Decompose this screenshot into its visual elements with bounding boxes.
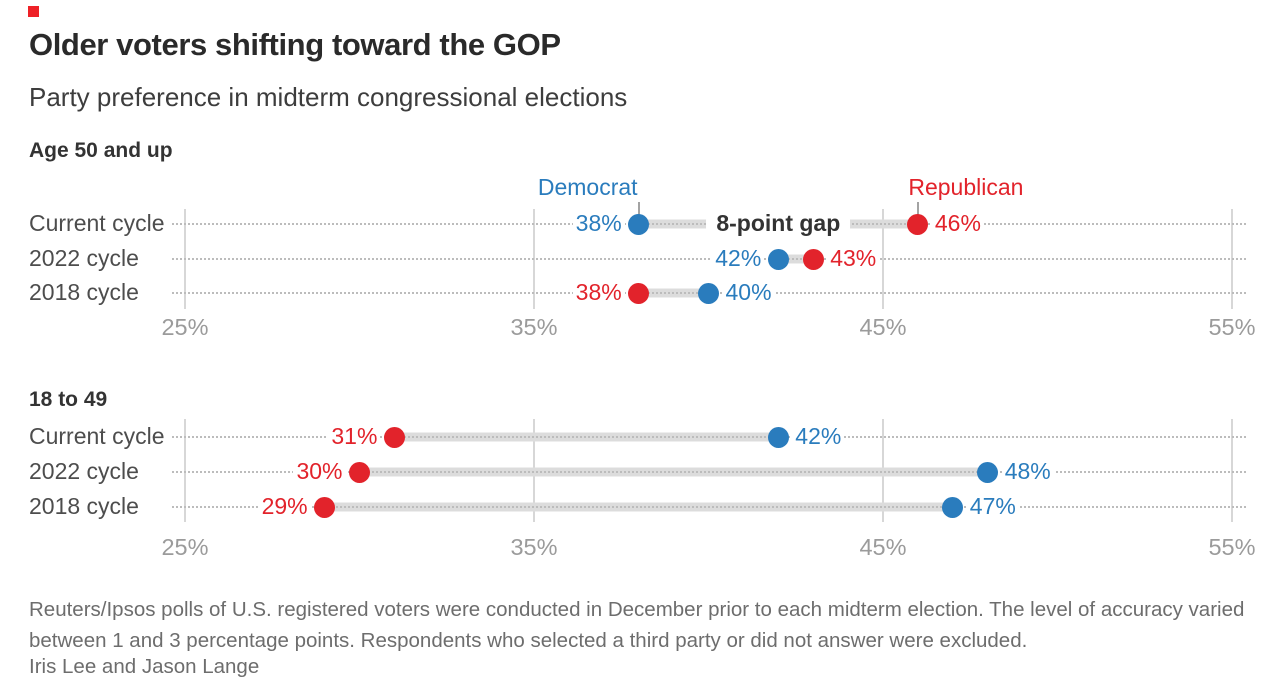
democrat-value-label: 42% [712, 244, 765, 272]
democrat-value-label: 38% [572, 209, 625, 237]
row-leader-line [172, 506, 1246, 508]
x-gridline [1231, 419, 1233, 522]
democrat-dot [942, 496, 964, 518]
republican-value-label: 46% [931, 209, 984, 237]
x-axis-tick-label: 35% [510, 534, 558, 560]
republican-value-label: 30% [293, 457, 346, 485]
row-label: 2018 cycle [29, 492, 145, 520]
page-title: Older voters shifting toward the GOP [29, 27, 561, 62]
republican-value-label: 43% [827, 244, 880, 272]
republican-dot [314, 496, 336, 518]
republican-value-label: 38% [572, 278, 625, 306]
row-leader-line [172, 436, 1246, 438]
democrat-value-label: 48% [1001, 457, 1054, 485]
row-label: Current cycle [29, 422, 171, 450]
x-gridline [184, 419, 186, 522]
row-leader-line [172, 258, 1246, 260]
page-subtitle: Party preference in midterm congressiona… [29, 82, 628, 112]
democrat-value-label: 47% [966, 492, 1019, 520]
byline: Iris Lee and Jason Lange [29, 655, 260, 678]
legend-label-republican: Republican [908, 174, 1024, 200]
x-axis-tick-label: 55% [1208, 314, 1256, 340]
row-label: 2022 cycle [29, 244, 145, 272]
legend-pointer-democrat [637, 202, 640, 215]
reuters-logo-mark [28, 6, 39, 17]
chart-heading-18-to-49: 18 to 49 [29, 388, 108, 411]
republican-dot [802, 248, 824, 270]
democrat-dot [767, 248, 789, 270]
x-axis-tick-label: 25% [161, 534, 209, 560]
democrat-value-label: 40% [722, 278, 775, 306]
democrat-value-label: 42% [792, 422, 845, 450]
legend-pointer-republican [916, 202, 919, 215]
legend-label-democrat: Democrat [537, 174, 638, 200]
republican-dot [907, 213, 929, 235]
democrat-dot [767, 426, 789, 448]
democrat-dot [698, 282, 719, 304]
row-leader-line [172, 471, 1246, 473]
row-label: 2022 cycle [29, 457, 145, 485]
x-axis-tick-label: 35% [510, 314, 558, 340]
x-axis-tick-label: 45% [859, 534, 907, 560]
republican-value-label: 29% [258, 492, 311, 520]
republican-dot [349, 461, 370, 483]
democrat-dot [628, 213, 650, 235]
chart-heading-age-50-up: Age 50 and up [29, 139, 173, 162]
row-label: Current cycle [29, 209, 171, 237]
republican-dot [628, 282, 650, 304]
x-axis-tick-label: 25% [161, 314, 209, 340]
x-axis-tick-label: 55% [1208, 534, 1256, 560]
republican-dot [383, 426, 405, 448]
x-axis-tick-label: 45% [859, 314, 907, 340]
row-label: 2018 cycle [29, 278, 145, 306]
republican-value-label: 31% [328, 422, 381, 450]
democrat-dot [977, 461, 999, 483]
gap-annotation: 8-point gap [706, 209, 851, 237]
source-note: Reuters/Ipsos polls of U.S. registered v… [29, 598, 1245, 652]
